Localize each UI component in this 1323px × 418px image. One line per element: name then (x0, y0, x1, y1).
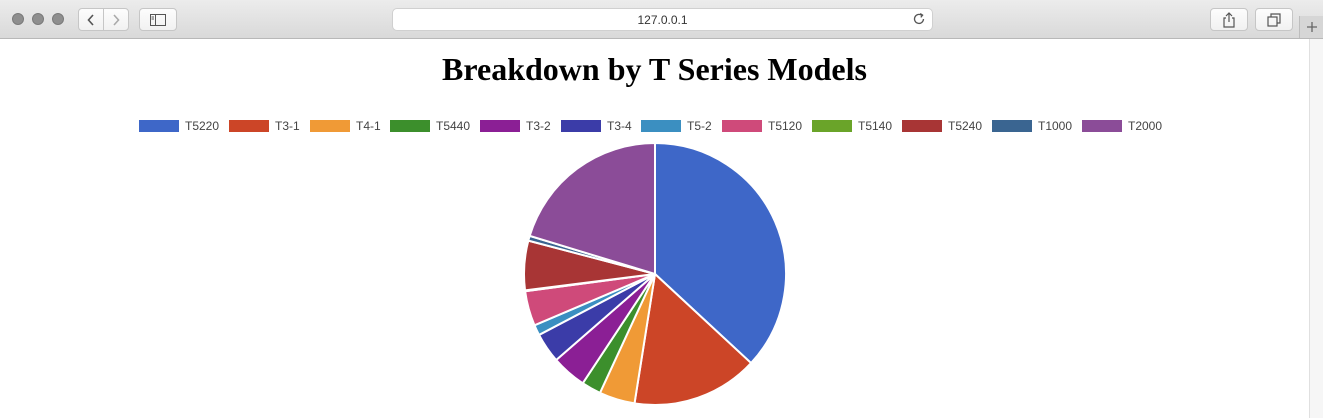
legend-swatch (310, 120, 350, 132)
legend-label: T2000 (1128, 119, 1163, 133)
chevron-right-icon (113, 13, 120, 26)
legend-swatch (992, 120, 1032, 132)
legend-label: T4-1 (356, 119, 381, 133)
zoom-window-button[interactable] (52, 13, 64, 25)
legend-label: T5240 (948, 119, 983, 133)
legend-label: T1000 (1038, 119, 1073, 133)
new-tab-button[interactable] (1299, 16, 1323, 38)
sidebar-icon (150, 13, 166, 26)
pie-slice-t5220[interactable] (654, 141, 787, 365)
pie-slice-t2000[interactable] (528, 141, 656, 276)
pie-slice-t3-1[interactable] (633, 271, 753, 406)
sidebar-button[interactable] (139, 8, 177, 31)
legend-swatch (812, 120, 852, 132)
forward-button[interactable] (103, 8, 129, 31)
legend-swatch (480, 120, 520, 132)
close-window-button[interactable] (12, 13, 24, 25)
legend-swatch (902, 120, 942, 132)
tabs-icon (1267, 12, 1281, 27)
browser-toolbar: 127.0.0.1 (0, 0, 1323, 39)
legend-label: T5220 (185, 119, 220, 133)
legend-label: T5140 (858, 119, 893, 133)
chart-legend: T5220 T3-1 T4-1 T5440 T3-2 T3-4 T5-2 T5120 T5140… (0, 0, 1309, 140)
plus-icon (1306, 22, 1317, 32)
legend-swatch (229, 120, 269, 132)
share-button[interactable] (1210, 8, 1248, 31)
show-tabs-button[interactable] (1255, 8, 1293, 31)
legend-label: T3-4 (607, 119, 632, 133)
legend-swatch (722, 120, 762, 132)
legend-swatch (641, 120, 681, 132)
legend-swatch (1082, 120, 1122, 132)
legend-label: T5120 (768, 119, 803, 133)
address-url: 127.0.0.1 (637, 13, 688, 27)
minimize-window-button[interactable] (32, 13, 44, 25)
legend-swatch (390, 120, 430, 132)
address-bar[interactable]: 127.0.0.1 (392, 8, 933, 31)
legend-swatch (561, 120, 601, 132)
legend-label: T3-2 (526, 119, 551, 133)
page-title: Breakdown by T Series Models (442, 51, 867, 87)
legend-label: T3-1 (275, 119, 300, 133)
legend-swatch (139, 120, 179, 132)
chevron-left-icon (87, 13, 94, 26)
legend-label: T5440 (436, 119, 471, 133)
legend-label: T5-2 (687, 119, 712, 133)
vertical-scrollbar[interactable] (1309, 39, 1323, 418)
reload-icon[interactable] (912, 12, 926, 26)
share-icon (1223, 11, 1235, 28)
